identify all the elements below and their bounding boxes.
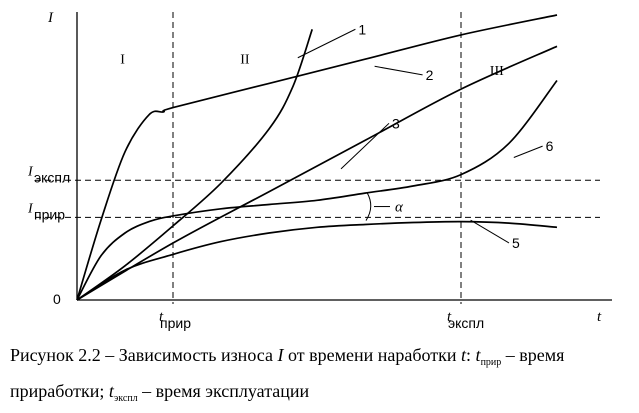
caption-t-prir-sub: прир bbox=[480, 357, 502, 368]
x-axis-label: t bbox=[597, 309, 602, 325]
series-line-2 bbox=[76, 14, 558, 301]
angle-arc bbox=[365, 192, 372, 221]
chart-annotations bbox=[297, 28, 543, 244]
chart-series bbox=[76, 14, 558, 301]
series-label-1: 1 bbox=[358, 21, 366, 37]
y-tick-sub-1: прир bbox=[34, 206, 65, 222]
guide-lines bbox=[35, 12, 600, 304]
caption-dash-time: – время bbox=[505, 345, 565, 365]
series-line-5 bbox=[76, 220, 558, 301]
series-line-6 bbox=[76, 79, 558, 301]
series-line-3 bbox=[76, 45, 558, 301]
x-tick-sub-1: экспл bbox=[448, 315, 484, 331]
angle-label: α bbox=[395, 200, 404, 216]
series-leader-6 bbox=[513, 145, 543, 158]
y-tick-label-0: I bbox=[27, 164, 34, 179]
region-label-2: III bbox=[490, 64, 504, 79]
series-label-2: 2 bbox=[426, 67, 434, 83]
figure-caption: Рисунок 2.2 – Зависимость износа I от вр… bbox=[10, 341, 632, 413]
caption-line-1: Рисунок 2.2 – Зависимость износа I от вр… bbox=[10, 341, 632, 377]
series-label-5: 5 bbox=[512, 235, 520, 251]
caption-from-time: от времени наработки bbox=[287, 345, 457, 365]
caption-var-i: I bbox=[277, 345, 284, 365]
x-tick-sub-0: прир bbox=[160, 315, 191, 331]
caption-t-ekspl: t bbox=[108, 381, 114, 401]
series-line-1 bbox=[76, 29, 314, 301]
y-tick-label-1: I bbox=[27, 201, 34, 216]
caption-line2-start: приработки; bbox=[10, 381, 105, 401]
series-label-3: 3 bbox=[392, 115, 400, 131]
series-leader-5 bbox=[470, 219, 510, 244]
caption-lead: Рисунок 2.2 – Зависимость износа bbox=[10, 345, 273, 365]
x-tick-label-0: t bbox=[159, 309, 164, 325]
series-leader-1 bbox=[297, 28, 356, 59]
series-label-6: 6 bbox=[546, 138, 554, 154]
chart-axes bbox=[76, 12, 612, 301]
caption-line-2: приработки; tэкспл – время эксплуатации bbox=[10, 377, 632, 413]
region-label-0: I bbox=[120, 52, 125, 67]
y-tick-sub-0: экспл bbox=[34, 169, 70, 185]
series-leader-3 bbox=[340, 122, 390, 170]
caption-t-prir: t bbox=[475, 345, 481, 365]
region-label-1: II bbox=[240, 52, 250, 67]
caption-t-ekspl-sub: экспл bbox=[113, 393, 138, 404]
origin-label: 0 bbox=[53, 291, 61, 307]
series-leader-2 bbox=[374, 65, 423, 76]
x-tick-label-1: t bbox=[447, 309, 452, 325]
caption-line2-end: – время эксплуатации bbox=[142, 381, 310, 401]
caption-colon: : bbox=[466, 345, 472, 365]
caption-var-t: t bbox=[461, 345, 467, 365]
y-axis-label: I bbox=[47, 10, 54, 26]
